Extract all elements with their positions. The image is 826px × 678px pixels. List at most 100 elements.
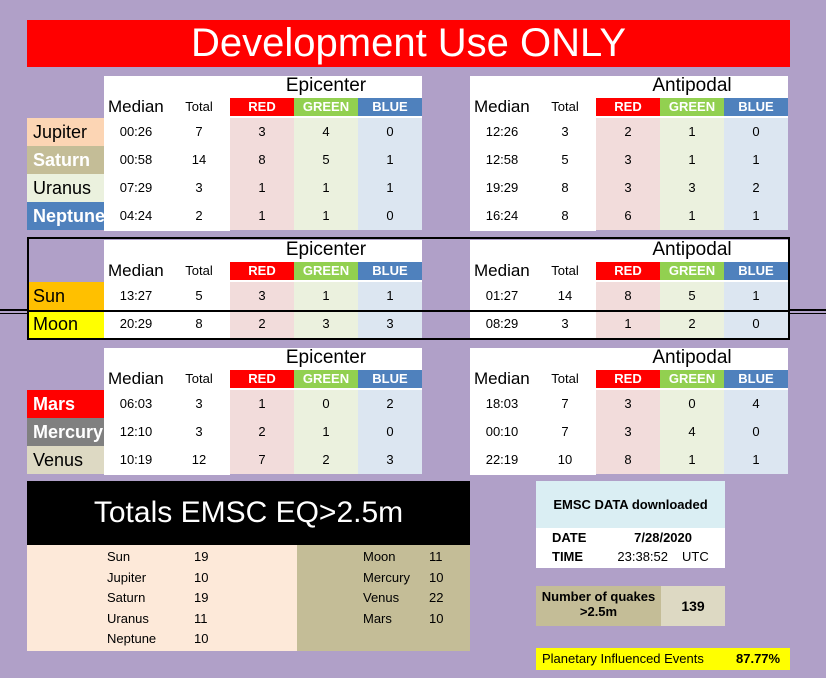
- totals-value: 11: [194, 610, 208, 626]
- red-column-header: RED: [596, 370, 660, 388]
- planet-label-mercury: Mercury: [27, 418, 104, 446]
- red-cell: 2: [230, 310, 294, 338]
- time-label: TIME: [552, 549, 584, 564]
- green-column-header: GREEN: [294, 262, 358, 280]
- total-cell: 3: [168, 418, 230, 447]
- totals-name: Sun: [107, 549, 131, 564]
- red-column-header: RED: [230, 370, 294, 388]
- divider-line-left: [0, 309, 27, 311]
- blue-cell: 0: [724, 118, 788, 146]
- red-cell: 6: [596, 202, 660, 230]
- total-header: Total: [185, 371, 213, 386]
- median-cell: 10:19: [104, 446, 168, 475]
- total-cell: 12: [168, 446, 230, 475]
- red-cell: 2: [230, 418, 294, 446]
- quake-label-line2: >2.5m: [579, 604, 618, 619]
- epicenter-panel: Epicenter Median Total RED GREEN BLUE 13:27 5 3 1…: [104, 240, 422, 339]
- antipodal-panel: Antipodal Median Total RED GREEN BLUE 01:27 14 8…: [470, 239, 788, 339]
- green-cell: 1: [660, 118, 724, 146]
- red-cell: 1: [230, 174, 294, 202]
- median-cell: 00:58: [104, 146, 168, 175]
- median-header: Median: [474, 97, 530, 116]
- red-cell: 1: [230, 202, 294, 230]
- epicenter-header: Epicenter: [285, 75, 367, 96]
- green-cell: 0: [294, 390, 358, 418]
- planet-label-sun: Sun: [27, 282, 104, 310]
- green-column-header: GREEN: [294, 370, 358, 388]
- totals-value: 11: [429, 549, 443, 564]
- planetary-events-value: 87.77%: [736, 651, 781, 666]
- blue-cell: 0: [724, 310, 788, 338]
- totals-value: 19: [194, 549, 209, 564]
- green-cell: 2: [294, 446, 358, 474]
- median-header: Median: [108, 97, 164, 116]
- totals-left-panel: Sun 19 Jupiter 10 Saturn 19 Uranus 11 Neptune 10: [27, 545, 297, 651]
- sun-moon-section-frame: [27, 237, 790, 311]
- red-cell: 8: [230, 146, 294, 174]
- red-cell: 3: [596, 418, 660, 446]
- blue-column-header: BLUE: [724, 370, 788, 388]
- median-cell: 04:24: [104, 202, 168, 231]
- green-cell: 5: [294, 146, 358, 174]
- blue-cell: 1: [724, 202, 788, 230]
- totals-value: 10: [194, 569, 209, 585]
- green-cell: 1: [660, 146, 724, 174]
- quake-count-label: Number of quakes >2.5m: [536, 586, 661, 626]
- median-cell: 19:29: [470, 174, 534, 203]
- green-cell: 1: [294, 202, 358, 230]
- planet-label-neptune: Neptune: [27, 202, 105, 230]
- median-cell: 12:10: [104, 418, 168, 447]
- blue-cell: 1: [724, 282, 788, 310]
- total-cell: 10: [534, 446, 596, 475]
- green-column-header: GREEN: [660, 98, 724, 116]
- red-column-header: RED: [596, 98, 660, 116]
- blue-column-header: BLUE: [358, 98, 422, 116]
- quake-label-line1: Number of quakes: [541, 589, 656, 604]
- red-column-header: RED: [230, 98, 294, 116]
- time-value: 23:38:52: [617, 549, 668, 564]
- blue-cell: 0: [358, 418, 422, 446]
- blue-column-header: BLUE: [724, 98, 788, 116]
- median-header: Median: [474, 369, 530, 388]
- green-cell: 4: [294, 118, 358, 146]
- median-header: Median: [474, 261, 530, 280]
- development-banner: Development Use ONLY: [27, 20, 790, 67]
- total-cell: 8: [534, 174, 596, 203]
- total-cell: 2: [168, 202, 230, 231]
- red-column-header: RED: [596, 262, 660, 280]
- median-cell: 22:19: [470, 446, 534, 475]
- totals-name: Mercury: [363, 569, 410, 585]
- blue-column-header: BLUE: [358, 262, 422, 280]
- antipodal-header: Antipodal: [652, 347, 732, 368]
- red-cell: 3: [596, 174, 660, 202]
- red-cell: 7: [230, 446, 294, 474]
- total-cell: 8: [534, 202, 596, 231]
- green-cell: 1: [294, 418, 358, 446]
- totals-right-panel: Moon 11 Mercury 10 Venus 22 Mars 10: [297, 545, 470, 651]
- total-cell: 3: [534, 118, 596, 147]
- blue-cell: 0: [358, 118, 422, 146]
- blue-cell: 1: [724, 146, 788, 174]
- green-cell: 5: [660, 282, 724, 310]
- antipodal-header: Antipodal: [652, 239, 732, 260]
- median-cell: 12:58: [470, 146, 534, 175]
- red-cell: 3: [596, 146, 660, 174]
- blue-cell: 1: [724, 446, 788, 474]
- totals-value: 10: [194, 631, 209, 646]
- divider-line-right-2: [790, 313, 826, 314]
- green-column-header: GREEN: [660, 262, 724, 280]
- total-header: Total: [551, 371, 579, 386]
- totals-name: Mars: [363, 610, 392, 626]
- median-header: Median: [108, 261, 164, 280]
- totals-title: Totals EMSC EQ>2.5m: [27, 481, 470, 545]
- green-cell: 3: [294, 310, 358, 338]
- median-cell: 12:26: [470, 118, 534, 147]
- moon-row-frame: [27, 310, 790, 340]
- green-cell: 1: [660, 446, 724, 474]
- emsc-download-title: EMSC DATA downloaded: [536, 481, 725, 528]
- date-label: DATE: [552, 530, 587, 545]
- red-cell: 3: [596, 390, 660, 418]
- green-cell: 3: [660, 174, 724, 202]
- total-cell: 7: [534, 390, 596, 419]
- emsc-datetime-panel: DATE 7/28/2020 TIME 23:38:52 UTC: [536, 528, 725, 568]
